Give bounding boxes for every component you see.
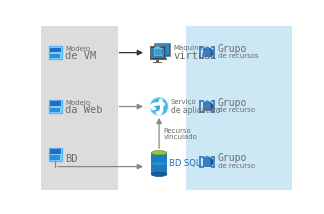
Text: de VM: de VM (65, 52, 97, 61)
Bar (154, 48, 161, 55)
Ellipse shape (151, 172, 167, 177)
FancyBboxPatch shape (150, 46, 165, 59)
Bar (49, 100, 62, 113)
Text: BD SQL: BD SQL (169, 159, 201, 168)
Bar (186, 134, 292, 190)
Bar (40, 134, 118, 190)
Polygon shape (154, 46, 161, 48)
Bar (50, 108, 54, 112)
Bar (156, 59, 159, 62)
Bar (161, 56, 164, 59)
Bar (151, 48, 164, 58)
Polygon shape (161, 48, 163, 55)
Bar (50, 54, 54, 58)
Text: de recurso: de recurso (218, 107, 255, 113)
Text: Grupo: Grupo (218, 153, 247, 163)
Ellipse shape (151, 162, 167, 165)
Text: Recurso: Recurso (164, 128, 191, 134)
Text: Máquina: Máquina (174, 45, 204, 51)
Bar (151, 153, 167, 174)
Text: de aplicativo: de aplicativo (171, 106, 220, 115)
Ellipse shape (151, 151, 167, 155)
Bar (49, 148, 62, 161)
Bar (50, 48, 61, 52)
Bar (50, 156, 54, 160)
Bar (55, 108, 60, 112)
Bar (50, 101, 61, 106)
Bar (55, 54, 60, 58)
Text: Modelo: Modelo (65, 100, 90, 106)
Text: Modelo: Modelo (65, 46, 90, 52)
Bar (203, 103, 211, 110)
Text: vinculado: vinculado (164, 134, 198, 140)
Text: da Web: da Web (65, 105, 103, 115)
Text: virtual: virtual (174, 52, 217, 61)
Text: de recurso: de recurso (218, 163, 255, 169)
Bar (40, 80, 118, 134)
Bar (40, 26, 118, 80)
Bar (203, 49, 211, 56)
Bar (55, 156, 60, 160)
Polygon shape (211, 158, 213, 166)
Bar (157, 58, 167, 60)
Bar (50, 149, 61, 154)
Bar (186, 80, 292, 134)
Bar (156, 45, 169, 55)
Bar (186, 26, 292, 80)
Polygon shape (203, 47, 211, 49)
Polygon shape (211, 103, 213, 110)
Circle shape (152, 99, 166, 114)
Bar (203, 158, 211, 166)
Text: BD: BD (65, 154, 78, 164)
Text: Grupo: Grupo (218, 44, 247, 54)
Text: de recursos: de recursos (218, 54, 259, 59)
Text: Serviço: Serviço (171, 99, 196, 105)
Polygon shape (203, 101, 211, 103)
Circle shape (151, 98, 168, 115)
Bar (151, 162, 167, 165)
Polygon shape (211, 49, 213, 56)
Bar (153, 62, 162, 63)
Bar (49, 46, 62, 59)
Circle shape (154, 101, 164, 112)
Polygon shape (203, 156, 211, 158)
FancyBboxPatch shape (154, 43, 170, 56)
Text: Grupo: Grupo (218, 98, 247, 108)
